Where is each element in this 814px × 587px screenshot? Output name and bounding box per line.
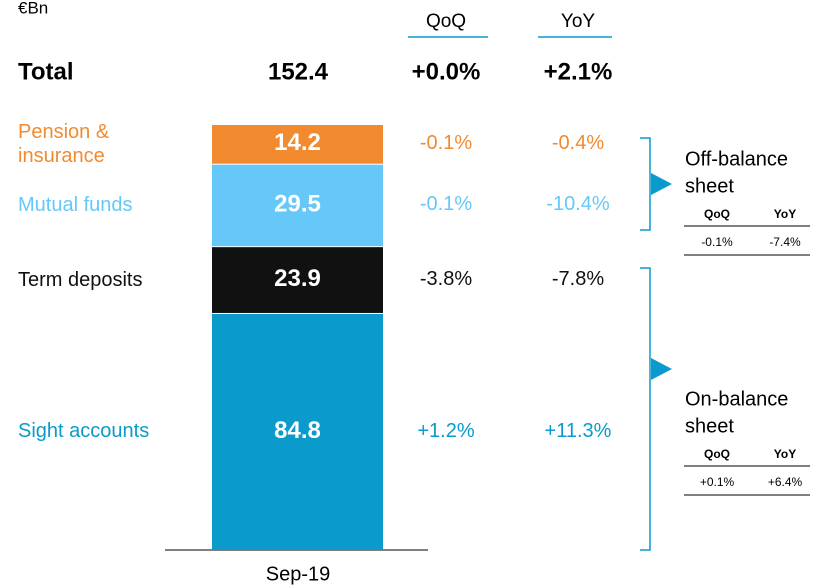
group-yoy: -7.4% xyxy=(769,235,801,249)
column-header: QoQ xyxy=(426,11,466,32)
unit: €Bn xyxy=(18,0,48,17)
series-label: Pension & insurance xyxy=(18,120,110,167)
group-title: sheet xyxy=(685,175,734,197)
group-title: Off-balance xyxy=(685,148,788,170)
series-yoy: -10.4% xyxy=(546,193,610,215)
series-label-box: Term deposits xyxy=(18,268,143,291)
series-yoy: +11.3% xyxy=(545,420,612,442)
bracket-arrow xyxy=(651,358,672,380)
group-yoy: +6.4% xyxy=(768,475,803,489)
total-label: Total xyxy=(18,58,74,85)
data-label: 84.8 xyxy=(274,417,321,444)
data-label: 29.5 xyxy=(274,190,321,217)
bracket xyxy=(640,267,651,551)
group-qoq: +0.1% xyxy=(700,475,735,489)
group-header: QoQ xyxy=(704,207,730,221)
x-tick-label: Sep-19 xyxy=(266,563,331,585)
column-header: YoY xyxy=(561,11,595,32)
bar-segment xyxy=(212,125,383,164)
group-header: YoY xyxy=(774,207,796,221)
group-title: sheet xyxy=(685,415,734,437)
data-label: 23.9 xyxy=(274,265,321,292)
series-label-box: Mutual funds xyxy=(18,193,133,216)
series-qoq: -3.8% xyxy=(420,268,472,290)
bracket xyxy=(640,137,651,231)
series-qoq: -0.1% xyxy=(420,193,472,215)
group-title: On-balance xyxy=(685,388,788,410)
series-label: Sight accounts xyxy=(18,420,150,443)
data-label: 14.2 xyxy=(274,129,321,156)
group-header: YoY xyxy=(774,447,796,461)
series-label-box: Sight accounts xyxy=(18,420,150,443)
bar-segment xyxy=(212,247,383,313)
series-qoq: -0.1% xyxy=(420,132,472,154)
bracket-arrow xyxy=(651,173,672,195)
series-label: Mutual funds xyxy=(18,193,133,216)
group-qoq: -0.1% xyxy=(701,235,733,249)
series-yoy: -0.4% xyxy=(552,132,604,154)
bar-segment xyxy=(212,164,383,247)
series-label-box: Pension & insurance xyxy=(18,120,110,167)
group-header: QoQ xyxy=(704,447,730,461)
series-label: Term deposits xyxy=(18,268,143,291)
total-yoy: +2.1% xyxy=(544,58,613,85)
total-value: 152.4 xyxy=(268,58,329,85)
series-yoy: -7.8% xyxy=(552,268,604,290)
total-qoq: +0.0% xyxy=(412,58,481,85)
series-qoq: +1.2% xyxy=(417,420,474,442)
bar-segment xyxy=(212,313,383,550)
